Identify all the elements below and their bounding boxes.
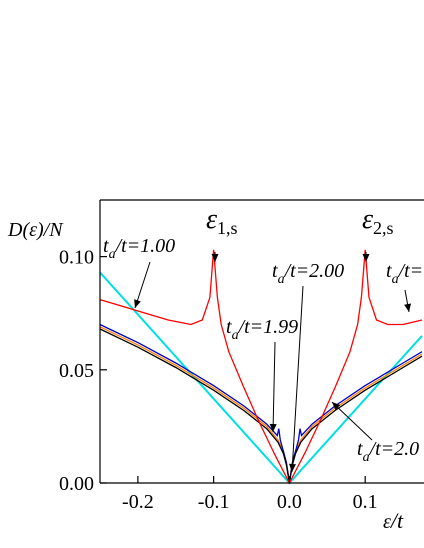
annotation-sub: a [392, 272, 399, 287]
arrow-head [269, 423, 277, 432]
annotation-sub: a [109, 247, 116, 262]
x-tick-label: 0.1 [353, 491, 378, 513]
annotation: ta/t= [386, 260, 423, 287]
arrow-head [134, 299, 141, 308]
annotation-sub: 2,s [373, 218, 394, 238]
y-label-part: )/N [36, 219, 64, 241]
annotation-base: t [226, 316, 232, 338]
x-tick-label: 0.0 [277, 491, 302, 513]
annotation-rest: /t=2.00 [284, 260, 345, 282]
annotation-sub: a [363, 450, 370, 465]
x-axis-label: ε/t [383, 508, 404, 533]
annotation-rest: /t=1.99 [238, 316, 299, 338]
y-tick-label: 0.05 [59, 360, 94, 382]
arrow-head [404, 303, 412, 312]
arrow-head [288, 463, 296, 472]
annotation-base: ε [362, 204, 373, 235]
y-axis-label: D(ε)/N [7, 219, 64, 241]
annotation-rest: /t= [398, 260, 424, 282]
annotation-sub: 1,s [217, 218, 238, 238]
x-tick-label: -0.1 [198, 491, 230, 513]
annotation-arrow [134, 261, 151, 309]
x-label-part: /t [389, 508, 404, 533]
annotation-rest: /t=2.0 [369, 438, 420, 460]
annotation-base: t [103, 235, 109, 257]
annotation: ta/t=1.99 [226, 316, 298, 343]
x-label-part: ε [383, 511, 391, 533]
annotation-arrow [272, 341, 276, 433]
annotation-base: t [386, 260, 392, 282]
annotation: ta/t=1.00 [103, 235, 175, 262]
annotation-rest: /t=1.00 [115, 235, 176, 257]
annotation-base: ε [206, 204, 217, 235]
series-line [99, 249, 423, 485]
y-tick-label: 0.10 [59, 247, 94, 269]
annotation: ta/t=2.0 [357, 438, 419, 465]
x-tick-label: -0.2 [122, 491, 154, 513]
annotation-sub: a [278, 272, 285, 287]
arrow-head [362, 254, 370, 262]
annotation-base: t [272, 260, 278, 282]
y-label-part: D( [7, 219, 30, 241]
annotation: ta/t=2.00 [272, 260, 344, 287]
y-tick-label: 0.00 [59, 473, 94, 495]
annotation: ε2,s [362, 204, 394, 238]
arrow-head [211, 254, 219, 262]
annotation-sub: a [232, 328, 239, 343]
annotation-arrow [331, 401, 373, 441]
series-line [99, 328, 423, 484]
annotation-arrow [291, 285, 304, 473]
annotation: ε1,s [206, 204, 238, 238]
annotation-base: t [357, 438, 363, 460]
y-label-part: ε [29, 219, 37, 241]
arrow-head [332, 402, 341, 411]
